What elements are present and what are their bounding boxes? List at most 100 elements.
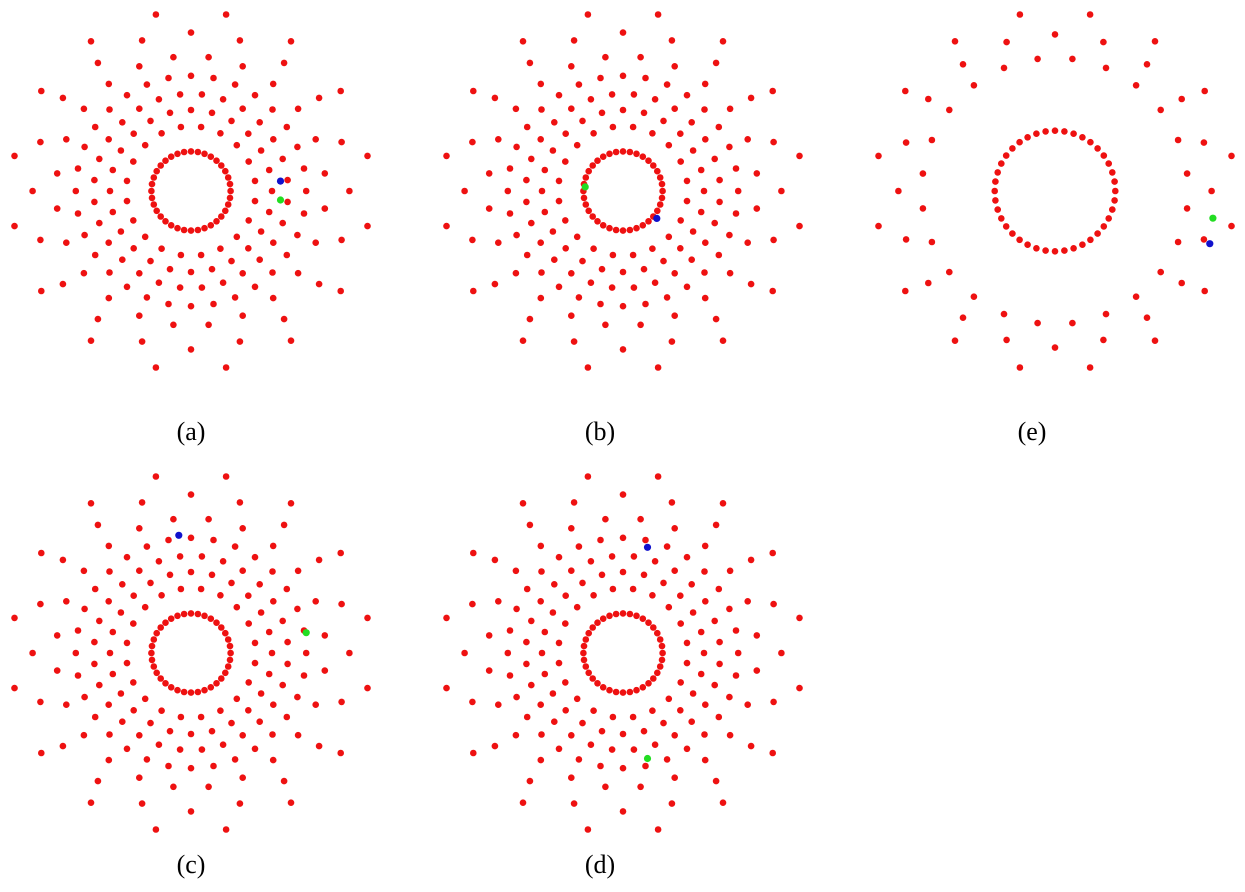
ring-dot xyxy=(491,280,499,288)
ring-dot xyxy=(170,53,177,61)
ring-dot xyxy=(136,105,143,112)
inner-ring-dot xyxy=(1079,134,1086,141)
inner-ring-dot xyxy=(180,688,188,696)
ring-dot xyxy=(123,553,131,561)
ring-dot xyxy=(294,269,302,277)
ring-dot xyxy=(671,105,678,112)
ring-dot xyxy=(875,222,882,230)
ring-dot xyxy=(141,233,149,241)
inner-ring-dot xyxy=(992,197,999,204)
ring-dot xyxy=(555,283,563,291)
ring-dot xyxy=(770,138,777,146)
ring-dot xyxy=(608,553,616,560)
ring-dot xyxy=(109,208,117,216)
ring-dot xyxy=(1016,364,1024,371)
ring-dot xyxy=(217,592,224,599)
ring-dot xyxy=(187,491,195,498)
ring-dot xyxy=(744,136,751,143)
inner-ring-dot xyxy=(998,215,1005,222)
ring-dot xyxy=(187,764,195,772)
ring-dot xyxy=(1201,287,1208,295)
ring-dot xyxy=(59,742,67,750)
ring-dot xyxy=(155,96,163,103)
ring-dot xyxy=(549,690,557,697)
ring-dot xyxy=(346,649,353,657)
inner-ring-dot xyxy=(1016,138,1023,146)
ring-dot xyxy=(284,660,291,668)
ring-dot xyxy=(187,106,195,114)
ring-dot xyxy=(715,585,723,593)
ring-dot xyxy=(1051,344,1059,351)
inner-ring-dot xyxy=(612,688,620,696)
ring-dot xyxy=(668,499,676,506)
ring-dot xyxy=(91,660,98,668)
inner-ring-dot xyxy=(998,160,1005,167)
ring-dot xyxy=(80,269,88,277)
ring-dot xyxy=(640,265,648,273)
ring-dot xyxy=(109,166,117,174)
ring-dot xyxy=(469,600,476,608)
inner-ring-dot xyxy=(594,218,601,225)
ring-dot xyxy=(665,141,673,149)
ring-dot xyxy=(753,205,761,212)
ring-dot xyxy=(608,91,616,98)
ring-dot xyxy=(711,219,718,227)
ring-dot xyxy=(537,598,544,605)
ring-dot xyxy=(300,210,308,217)
ring-dot xyxy=(283,123,291,131)
inner-ring-dot xyxy=(626,226,634,234)
ring-dot xyxy=(245,620,252,627)
ring-dot xyxy=(228,257,235,265)
ring-dot xyxy=(719,38,727,45)
inner-ring-dot xyxy=(180,610,188,618)
ring-dot xyxy=(568,525,575,532)
inner-ring-dot xyxy=(226,642,234,650)
inner-ring-dot xyxy=(639,684,647,691)
ring-dot xyxy=(81,231,88,239)
ring-dot xyxy=(570,499,578,506)
ring-dot xyxy=(491,742,499,750)
inner-ring-dot xyxy=(1109,206,1116,213)
ring-dot xyxy=(72,187,80,195)
ring-dot xyxy=(541,166,549,174)
ring-dot xyxy=(177,585,185,593)
inner-ring-dot xyxy=(150,201,158,208)
ring-dot xyxy=(158,592,165,599)
ring-dot xyxy=(11,222,18,230)
ring-dot xyxy=(158,130,165,137)
green-marker-dot xyxy=(1209,214,1217,222)
ring-dot xyxy=(711,155,718,163)
ring-dot xyxy=(523,713,531,721)
inner-ring-dot xyxy=(1105,215,1112,222)
ring-dot xyxy=(187,268,195,276)
inner-ring-dot xyxy=(589,213,596,220)
ring-dot xyxy=(895,187,902,195)
ring-dot xyxy=(123,91,131,99)
ring-dot xyxy=(677,620,684,627)
ring-dot xyxy=(270,598,277,605)
ring-dot xyxy=(619,346,627,353)
ring-dot xyxy=(119,581,126,588)
ring-dot xyxy=(538,269,545,276)
ring-dot xyxy=(1086,364,1094,371)
ring-dot xyxy=(747,94,755,102)
ring-dot xyxy=(106,568,113,575)
inner-ring-dot xyxy=(157,162,164,169)
ring-dot xyxy=(338,698,345,706)
inner-ring-dot xyxy=(213,680,220,687)
ring-dot xyxy=(619,268,627,276)
ring-dot xyxy=(716,176,723,184)
ring-dot xyxy=(187,346,195,353)
ring-dot xyxy=(1100,38,1107,46)
ring-dot xyxy=(1102,64,1110,72)
ring-dot xyxy=(575,543,583,550)
ring-dot xyxy=(573,233,581,241)
ring-dot xyxy=(537,756,545,764)
ring-dot xyxy=(747,556,755,564)
inner-ring-dot xyxy=(612,610,620,618)
ring-dot xyxy=(598,727,606,735)
inner-ring-dot xyxy=(639,615,647,622)
ring-dot xyxy=(312,598,320,605)
ring-dot xyxy=(284,638,291,646)
ring-dot xyxy=(219,279,227,287)
